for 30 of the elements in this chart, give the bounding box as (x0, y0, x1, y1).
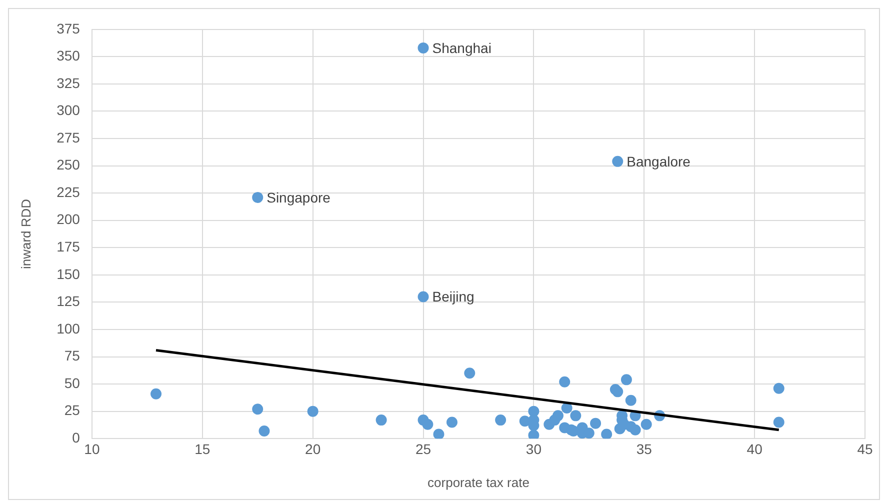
x-tick-label: 20 (305, 440, 321, 457)
x-axis-title: corporate tax rate (428, 474, 530, 490)
y-tick-label: 50 (64, 374, 80, 391)
y-tick-label: 200 (56, 211, 80, 228)
y-tick-label: 25 (64, 402, 80, 418)
y-tick-label: 0 (72, 429, 80, 446)
y-tick-label: 250 (56, 156, 80, 173)
y-tick-label: 275 (56, 129, 80, 146)
annotation: Bangalore (626, 153, 691, 170)
x-tick-label: 15 (194, 440, 210, 457)
x-tick-label: 35 (636, 440, 652, 457)
y-axis-title: inward RDD (18, 198, 34, 270)
annotation: Shanghai (432, 40, 492, 56)
y-tick-label: 100 (56, 320, 80, 336)
y-tick-label: 175 (56, 238, 80, 254)
y-tick-label: 375 (56, 20, 80, 36)
x-tick-label: 45 (857, 440, 873, 457)
annotation: Singapore (266, 189, 331, 206)
y-tick-label: 125 (56, 293, 80, 310)
y-tick-label: 325 (56, 74, 80, 91)
x-tick-label: 25 (415, 440, 432, 457)
annotation: Beijing (432, 288, 474, 305)
x-tick-label: 40 (746, 440, 763, 457)
y-tick-label: 225 (56, 184, 80, 200)
y-tick-label: 350 (56, 48, 80, 64)
y-tick-label: 300 (56, 102, 80, 118)
x-tick-label: 30 (526, 440, 542, 457)
y-tick-label: 75 (64, 348, 80, 364)
x-tick-label: 10 (84, 440, 100, 457)
y-tick-label: 150 (56, 266, 80, 282)
